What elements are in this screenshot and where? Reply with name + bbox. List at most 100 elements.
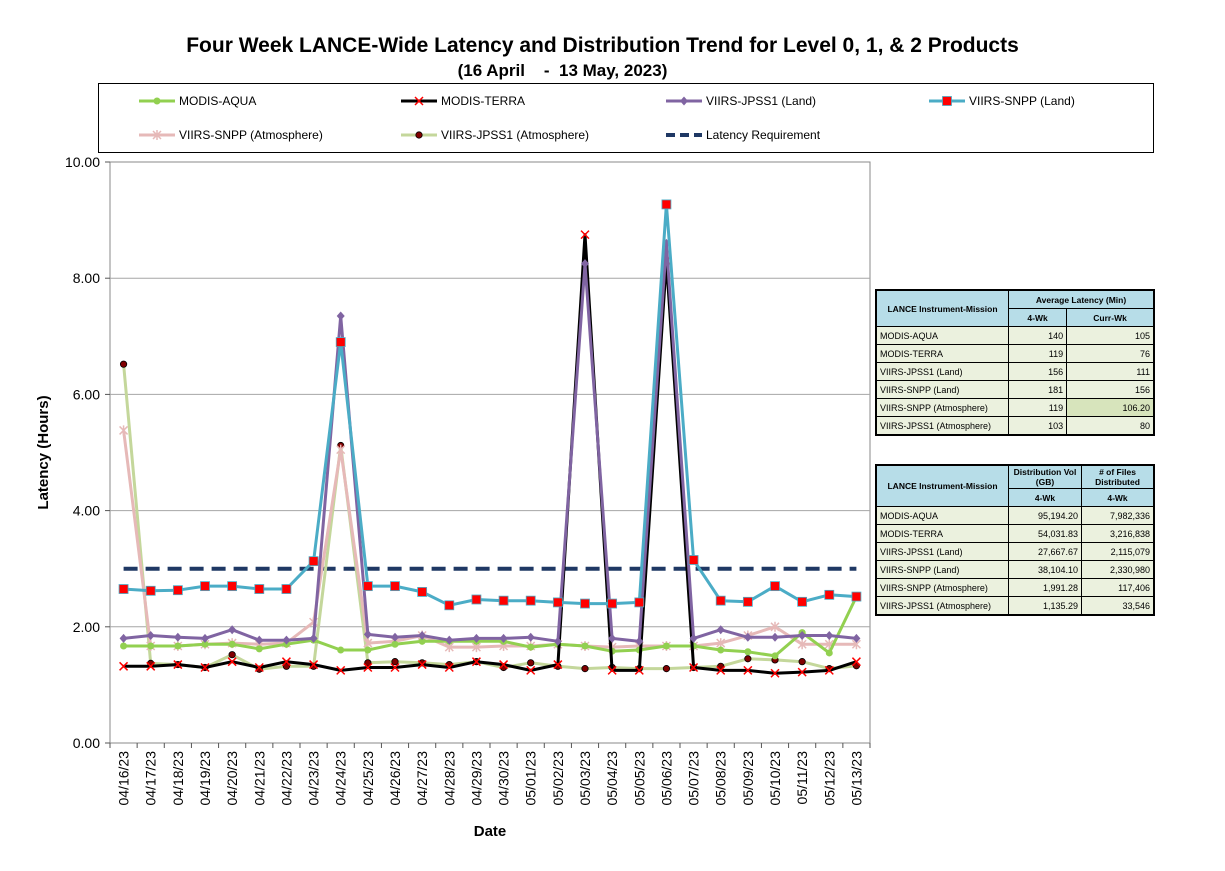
data-point <box>634 665 644 675</box>
data-point <box>662 665 671 673</box>
table-row: MODIS-TERRA 119 76 <box>875 344 1155 363</box>
x-tick-label: 05/08/23 <box>713 751 729 806</box>
legend-item-requirement: Latency Requirement <box>664 126 820 144</box>
data-point <box>417 660 427 670</box>
data-point <box>363 638 373 649</box>
legend-swatch <box>666 133 702 137</box>
data-point <box>444 600 455 611</box>
series-line <box>123 241 857 643</box>
legend-marker <box>415 131 423 139</box>
x-tick-label: 05/01/23 <box>523 751 539 806</box>
latency-table-sub-4wk: 4-Wk <box>1007 308 1068 327</box>
y-tick-label: 2.00 <box>73 619 100 635</box>
table-row: MODIS-AQUA 140 105 <box>875 326 1155 345</box>
data-point <box>608 633 617 643</box>
plot-area <box>109 161 871 744</box>
data-point <box>390 581 400 592</box>
x-tick-label: 05/02/23 <box>550 751 566 806</box>
x-tick-label: 05/07/23 <box>686 751 702 806</box>
table-cell-value: 3,216,838 <box>1081 524 1155 543</box>
x-tick-label: 05/10/23 <box>767 751 783 806</box>
legend-item-viirs-jpss1-atm: VIIRS-JPSS1 (Atmosphere) <box>399 126 589 144</box>
table-cell-value: 156 <box>1007 362 1068 381</box>
series-line <box>123 233 857 675</box>
data-point <box>581 259 589 269</box>
data-point <box>200 581 210 592</box>
data-point <box>851 591 862 602</box>
data-point <box>824 589 835 600</box>
x-tick-label: 04/20/23 <box>224 751 240 806</box>
data-point <box>391 658 399 666</box>
legend-item-viirs-snpp-atm: VIIRS-SNPP (Atmosphere) <box>137 126 323 144</box>
x-tick-label: 04/30/23 <box>496 751 512 806</box>
table-cell-mission: VIIRS-JPSS1 (Atmosphere) <box>875 416 1009 436</box>
x-tick-label: 05/13/23 <box>848 751 864 806</box>
x-tick-label: 04/18/23 <box>170 751 186 806</box>
data-point <box>418 637 426 645</box>
data-point <box>797 667 807 677</box>
data-point <box>689 662 699 673</box>
x-tick-label: 04/22/23 <box>278 751 294 806</box>
legend-label: MODIS-AQUA <box>179 94 257 108</box>
data-point <box>336 311 345 321</box>
series-viirs-jpss1-land <box>119 238 861 646</box>
data-point <box>526 665 536 675</box>
data-point <box>255 645 263 653</box>
y-tick-label: 10.00 <box>65 154 100 170</box>
x-tick-label: 04/26/23 <box>387 751 403 806</box>
data-point <box>770 581 780 592</box>
data-point <box>200 662 210 673</box>
data-point <box>498 595 509 606</box>
data-point <box>362 581 373 592</box>
table-cell-mission: VIIRS-JPSS1 (Land) <box>875 542 1009 561</box>
table-cell-mission: MODIS-TERRA <box>875 524 1009 543</box>
data-point <box>254 662 264 673</box>
x-axis-title: Date <box>474 823 507 840</box>
legend-marker <box>680 96 688 106</box>
data-point <box>146 661 156 671</box>
y-tick-label: 4.00 <box>73 503 100 519</box>
data-point <box>715 595 726 606</box>
x-tick-label: 04/25/23 <box>360 751 376 806</box>
table-cell-value: 7,982,336 <box>1081 506 1155 525</box>
x-tick-label: 04/28/23 <box>441 751 457 806</box>
data-point <box>607 665 617 675</box>
table-cell-value: 103 <box>1007 416 1068 436</box>
data-point <box>797 596 808 607</box>
data-point <box>118 584 129 594</box>
data-point <box>281 657 291 667</box>
data-point <box>771 632 779 642</box>
x-tick-label: 05/04/23 <box>604 751 620 806</box>
data-point <box>309 660 319 670</box>
data-point <box>147 642 155 650</box>
data-point <box>472 633 481 643</box>
chart-title: Four Week LANCE-Wide Latency and Distrib… <box>186 34 1019 57</box>
legend-label: VIIRS-JPSS1 (Land) <box>706 94 817 108</box>
distribution-table-sub-files: 4-Wk <box>1081 488 1155 507</box>
table-cell-mission: MODIS-AQUA <box>875 506 1009 525</box>
data-point <box>553 660 563 670</box>
series-line <box>123 202 857 607</box>
data-point <box>634 597 645 608</box>
table-cell-value: 181 <box>1007 380 1068 399</box>
data-point <box>743 632 752 642</box>
data-point <box>174 642 182 650</box>
data-point <box>688 555 699 565</box>
table-cell-value: 111 <box>1066 362 1155 381</box>
distribution-table-sub-vol: 4-Wk <box>1007 488 1083 507</box>
data-point <box>309 633 318 643</box>
data-point <box>364 646 372 654</box>
table-row: VIIRS-JPSS1 (Atmosphere) 103 80 <box>875 416 1155 436</box>
distribution-table: LANCE Instrument-Mission Distribution Vo… <box>875 464 1155 616</box>
table-cell-value: 119 <box>1007 398 1068 417</box>
distribution-table-header-vol: Distribution Vol (GB) <box>1007 464 1083 489</box>
legend-swatch <box>401 96 437 106</box>
data-point <box>390 662 400 673</box>
data-point <box>851 657 861 667</box>
data-point <box>146 631 155 641</box>
data-point <box>527 643 535 651</box>
data-point <box>228 625 237 635</box>
data-point <box>201 633 209 643</box>
data-point <box>662 642 670 650</box>
